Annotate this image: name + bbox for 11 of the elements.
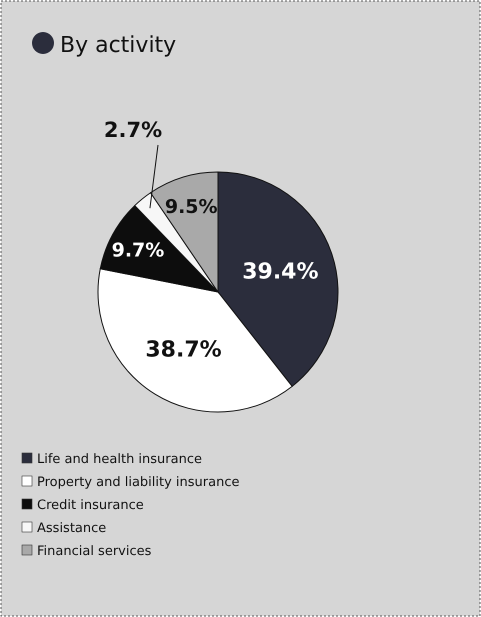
data-label: 39.4% bbox=[242, 259, 319, 284]
data-label: 38.7% bbox=[145, 337, 222, 362]
legend-label: Assistance bbox=[37, 521, 106, 536]
legend-label: Life and health insurance bbox=[37, 452, 202, 467]
data-label: 9.5% bbox=[164, 196, 218, 218]
legend-label: Property and liability insurance bbox=[37, 475, 240, 490]
chart-title: By activity bbox=[60, 33, 176, 58]
legend-label: Financial services bbox=[37, 544, 152, 559]
data-label: 2.7% bbox=[104, 118, 162, 142]
data-label: 9.7% bbox=[112, 239, 164, 262]
legend-label: Credit insurance bbox=[37, 498, 144, 513]
